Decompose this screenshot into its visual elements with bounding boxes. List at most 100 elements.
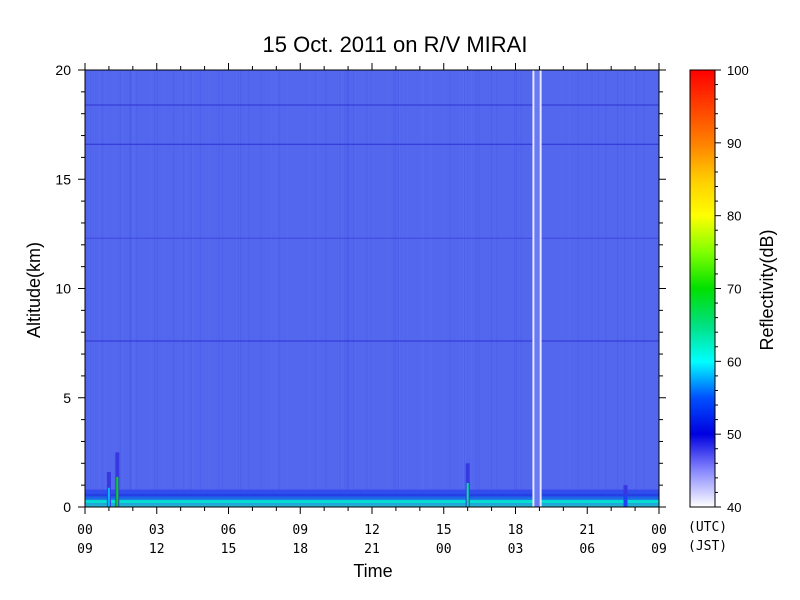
noise-streak bbox=[181, 70, 183, 507]
noise-streak bbox=[343, 70, 345, 507]
x-tick-label-jst: 18 bbox=[292, 542, 308, 557]
noise-streak bbox=[270, 70, 272, 507]
noise-streak bbox=[186, 70, 188, 507]
noise-streak bbox=[130, 70, 132, 507]
surface-layer bbox=[85, 489, 659, 507]
noise-streak bbox=[343, 70, 345, 507]
noise-streak bbox=[431, 70, 433, 507]
noise-streak bbox=[154, 70, 155, 507]
noise-streak bbox=[199, 70, 201, 507]
plot-area bbox=[85, 70, 659, 507]
noise-streak bbox=[599, 70, 601, 507]
noise-streak bbox=[403, 70, 405, 507]
y-axis: 0 5 10 15 20 bbox=[55, 62, 666, 515]
noise-streak bbox=[355, 70, 357, 507]
noise-streak bbox=[443, 70, 445, 507]
noise-streak bbox=[156, 70, 158, 507]
x-tick-label-utc: 03 bbox=[149, 523, 165, 538]
noise-streak bbox=[218, 70, 220, 507]
colorbar-tick-label: 60 bbox=[727, 354, 741, 369]
noise-streak bbox=[238, 70, 240, 507]
noise-streak bbox=[423, 70, 425, 507]
y-tick-label: 0 bbox=[63, 499, 71, 515]
x-tick-label-utc: 09 bbox=[292, 523, 308, 538]
echo-core bbox=[466, 483, 469, 507]
noise-streak bbox=[236, 70, 238, 507]
x-axis: 00 09 03 12 06 15 09 18 12 21 15 00 18 03 21 06 00 09 bbox=[77, 63, 667, 557]
noise-streak bbox=[359, 70, 361, 507]
x-tick-label-utc: 06 bbox=[221, 523, 237, 538]
x-tick-label-utc: 21 bbox=[579, 523, 595, 538]
noise-streak bbox=[182, 70, 184, 507]
echo-core bbox=[107, 487, 110, 507]
noise-streak bbox=[278, 70, 280, 507]
noise-streak bbox=[222, 70, 223, 507]
y-tick-label: 5 bbox=[63, 390, 71, 406]
noise-streak bbox=[473, 70, 475, 507]
noise-streak bbox=[119, 70, 121, 507]
noise-streak bbox=[121, 70, 123, 507]
noise-streak bbox=[462, 70, 464, 507]
noise-streak bbox=[475, 70, 477, 507]
noise-streak bbox=[114, 70, 116, 507]
noise-streak bbox=[605, 70, 607, 507]
colorbar-label: Reflectivity(dB) bbox=[757, 229, 777, 350]
noise-streak bbox=[643, 70, 645, 507]
echo-core bbox=[624, 495, 627, 507]
noise-streak bbox=[339, 70, 341, 507]
noise-streak bbox=[99, 70, 100, 507]
noise-streak bbox=[463, 70, 465, 507]
noise-streak bbox=[520, 70, 522, 507]
noise-streak bbox=[353, 70, 354, 507]
noise-streak bbox=[317, 70, 319, 507]
noise-streak bbox=[112, 70, 114, 507]
noise-streak bbox=[348, 70, 350, 507]
colorbar-tick-label: 40 bbox=[727, 500, 741, 515]
noise-streak bbox=[363, 70, 365, 507]
noise-streak bbox=[173, 70, 175, 507]
noise-streak bbox=[217, 70, 219, 507]
x-tick-label-jst: 03 bbox=[508, 542, 524, 557]
surface-layer-core bbox=[85, 500, 659, 504]
noise-streak bbox=[370, 70, 372, 507]
x-tick-label-jst: 09 bbox=[651, 542, 667, 557]
noise-streak bbox=[315, 70, 317, 507]
noise-streak bbox=[336, 70, 338, 507]
noise-streak bbox=[470, 70, 472, 507]
colorbar-tick-label: 90 bbox=[727, 136, 741, 151]
noise-streak bbox=[308, 70, 310, 507]
colorbar-tick-label: 100 bbox=[727, 63, 749, 78]
noise-streak bbox=[260, 70, 262, 507]
colorbar-axis: 40 50 60 70 80 90 100 bbox=[715, 63, 749, 515]
noise-streak bbox=[325, 70, 327, 507]
noise-streak bbox=[598, 70, 600, 507]
x-axis-label: Time bbox=[353, 561, 392, 581]
colorbar-tick-label: 70 bbox=[727, 282, 741, 297]
noise-streak bbox=[635, 70, 637, 507]
x-tick-label-utc: 00 bbox=[651, 523, 667, 538]
noise-streak bbox=[569, 70, 570, 507]
noise-streak bbox=[346, 70, 348, 507]
noise-streak bbox=[633, 70, 635, 507]
y-axis-label: Altitude(km) bbox=[24, 242, 44, 338]
colorbar-tick-label: 50 bbox=[727, 427, 741, 442]
utc-label: (UTC) bbox=[688, 520, 727, 535]
noise-streak bbox=[190, 70, 192, 507]
x-tick-label-jst: 09 bbox=[77, 542, 93, 557]
noise-streak bbox=[130, 70, 132, 507]
noise-streak bbox=[514, 70, 515, 507]
reflectivity-field bbox=[85, 70, 659, 507]
noise-streak bbox=[496, 70, 498, 507]
noise-streak bbox=[340, 70, 342, 507]
noise-streak bbox=[428, 70, 430, 507]
noise-streak bbox=[368, 70, 370, 507]
data-gap bbox=[534, 70, 540, 507]
noise-streak bbox=[449, 70, 451, 507]
noise-streak bbox=[421, 70, 423, 507]
noise-streak bbox=[133, 70, 135, 507]
noise-streak bbox=[394, 70, 396, 507]
noise-streak bbox=[399, 70, 400, 507]
noise-streak bbox=[464, 70, 465, 507]
noise-streak bbox=[373, 70, 375, 507]
